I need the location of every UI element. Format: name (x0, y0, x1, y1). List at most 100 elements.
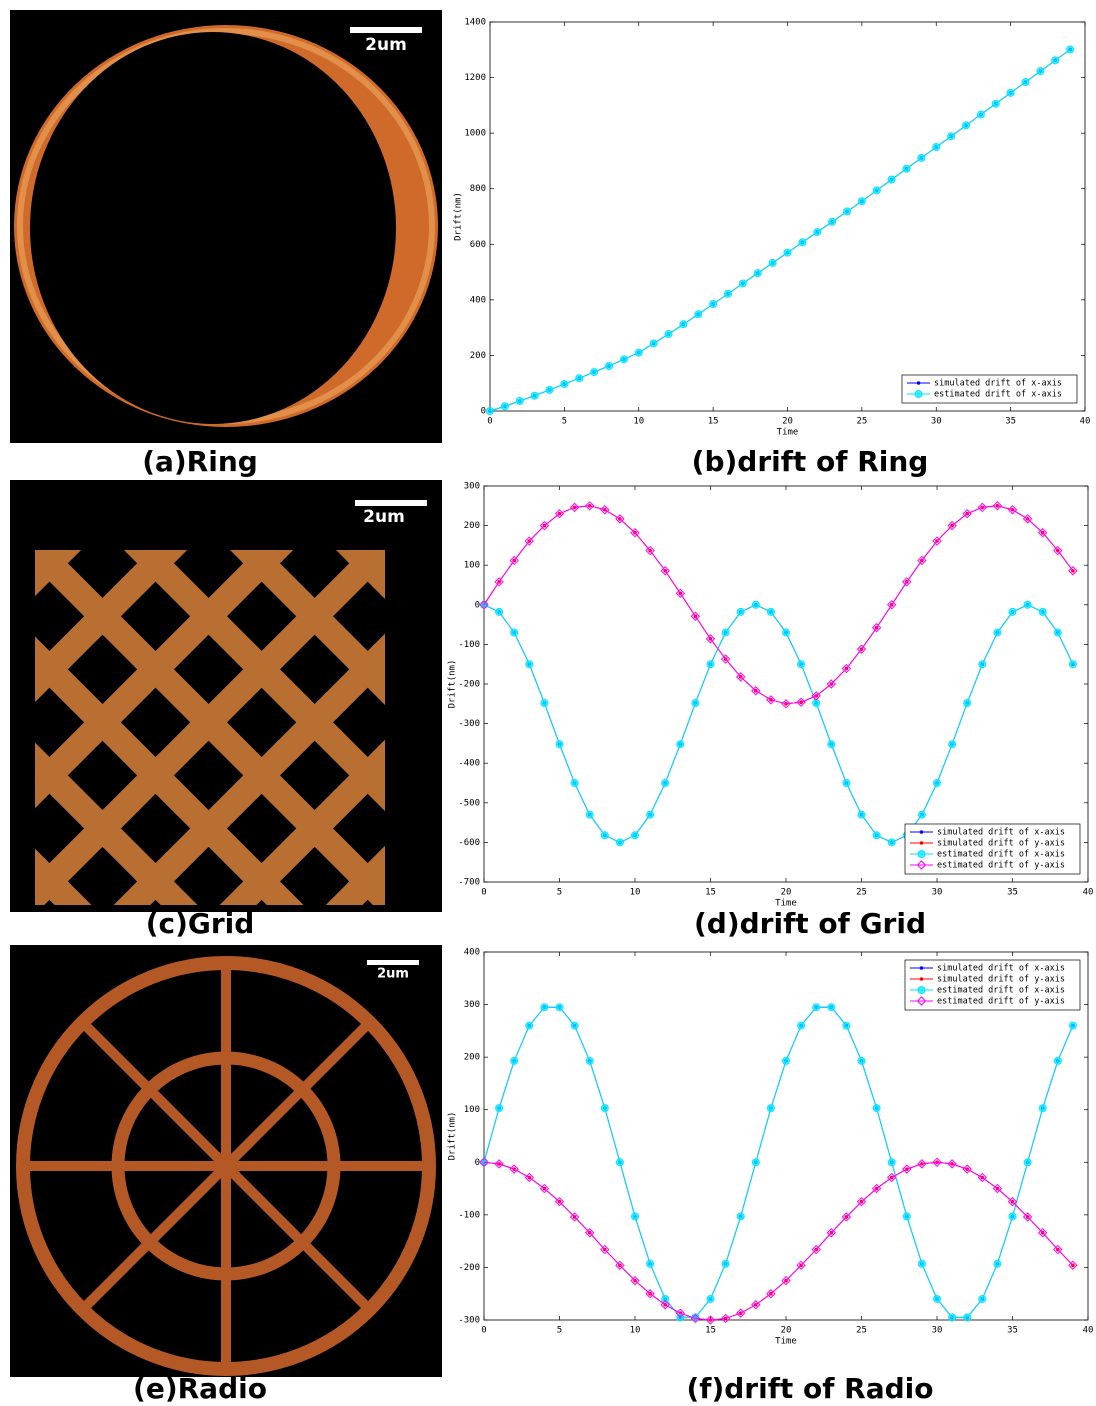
marker (662, 1295, 669, 1302)
marker (586, 811, 593, 818)
ring-inner (30, 32, 396, 424)
x-tick-label: 5 (557, 1326, 562, 1336)
marker (556, 741, 563, 748)
x-tick-label: 0 (481, 888, 486, 898)
marker (677, 741, 684, 748)
marker (992, 100, 999, 107)
marker (1054, 629, 1061, 636)
marker (496, 1105, 503, 1112)
marker (858, 811, 865, 818)
figure: 2um (a)Ring 2um (c)Grid 2um (e)Radio 051… (0, 0, 1096, 1406)
marker (1024, 1159, 1031, 1166)
chart-title: (d)drift of Grid (694, 907, 926, 940)
marker (737, 608, 744, 615)
marker (1037, 68, 1044, 75)
marker (769, 259, 776, 266)
marker (1067, 46, 1074, 53)
wheel (23, 963, 429, 1369)
y-tick-label: -400 (458, 759, 480, 769)
y-tick-label: 400 (464, 948, 480, 958)
legend-label: simulated drift of y-axis (937, 839, 1065, 849)
legend-label: simulated drift of x-axis (937, 964, 1065, 974)
x-tick-label: 0 (487, 417, 492, 427)
y-tick-label: 300 (464, 1000, 480, 1010)
y-axis-label: Drift(nm) (448, 1112, 458, 1161)
marker (724, 290, 731, 297)
y-tick-label: -500 (458, 798, 480, 808)
legend-label: estimated drift of x-axis (937, 986, 1065, 996)
marker (531, 392, 538, 399)
marker (616, 1159, 623, 1166)
marker (829, 218, 836, 225)
legend-marker (920, 977, 924, 981)
y-tick-label: 100 (464, 1105, 480, 1115)
marker (526, 1022, 533, 1029)
chart-title: (b)drift of Ring (692, 445, 929, 478)
scale-bar (355, 500, 427, 506)
x-tick-label: 25 (856, 1326, 867, 1336)
legend-marker (917, 381, 921, 385)
marker (933, 779, 940, 786)
marker (994, 1260, 1001, 1267)
x-tick-label: 35 (1007, 888, 1018, 898)
marker (647, 1260, 654, 1267)
marker (782, 629, 789, 636)
marker (586, 1057, 593, 1064)
marker (888, 1159, 895, 1166)
y-tick-label: -300 (458, 1316, 480, 1326)
marker (814, 228, 821, 235)
marker (631, 832, 638, 839)
marker (541, 1004, 548, 1011)
y-tick-label: 100 (464, 561, 480, 571)
marker (888, 176, 895, 183)
marker (933, 1295, 940, 1302)
marker (541, 699, 548, 706)
marker (784, 249, 791, 256)
marker (918, 154, 925, 161)
marker (782, 1057, 789, 1064)
marker (1054, 1057, 1061, 1064)
marker (767, 608, 774, 615)
marker (1009, 608, 1016, 615)
marker (843, 208, 850, 215)
marker (1052, 57, 1059, 64)
marker (964, 1314, 971, 1321)
marker (571, 779, 578, 786)
marker (798, 661, 805, 668)
marker (737, 1213, 744, 1220)
y-tick-label: -200 (458, 1263, 480, 1273)
y-tick-label: 1400 (464, 18, 486, 28)
marker (843, 1022, 850, 1029)
marker (994, 629, 1001, 636)
y-tick-label: 600 (470, 240, 486, 250)
marker (511, 629, 518, 636)
marker (828, 1004, 835, 1011)
marker (798, 1022, 805, 1029)
marker (918, 1260, 925, 1267)
marker (888, 839, 895, 846)
x-tick-label: 5 (562, 417, 567, 427)
x-tick-label: 30 (932, 1326, 943, 1336)
legend-marker (920, 830, 924, 834)
y-tick-label: 0 (475, 1158, 480, 1168)
marker (933, 143, 940, 150)
marker (692, 699, 699, 706)
marker (962, 122, 969, 129)
marker (752, 601, 759, 608)
marker (949, 1314, 956, 1321)
y-tick-label: 400 (470, 295, 486, 305)
x-tick-label: 25 (856, 417, 867, 427)
x-tick-label: 35 (1007, 1326, 1018, 1336)
marker (576, 375, 583, 382)
marker (662, 779, 669, 786)
marker (1007, 89, 1014, 96)
legend-marker (918, 850, 925, 857)
y-tick-label: 1000 (464, 129, 486, 139)
x-tick-label: 0 (481, 1326, 486, 1336)
marker (620, 356, 627, 363)
caption: (e)Radio (133, 1372, 267, 1405)
y-axis-label: Drift(nm) (454, 192, 464, 241)
marker (903, 1213, 910, 1220)
scale-bar-label: 2um (365, 35, 407, 55)
scale-bar-label: 2um (377, 967, 409, 982)
